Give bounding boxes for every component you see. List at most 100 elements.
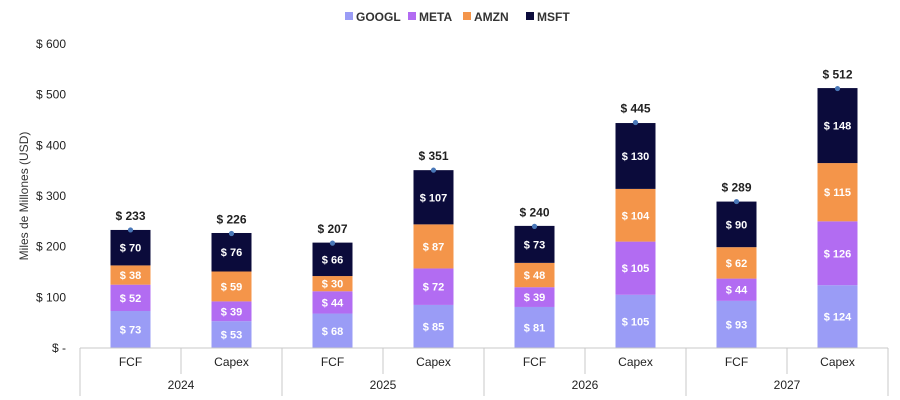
segment-value-label: $ 126 (824, 248, 852, 260)
y-tick-label: $ 400 (36, 138, 66, 152)
y-tick-label: $ - (52, 341, 66, 355)
legend-label: MSFT (537, 10, 570, 24)
segment-value-label: $ 73 (524, 239, 545, 251)
total-value-label: $ 351 (418, 149, 448, 163)
segment-value-label: $ 148 (824, 121, 852, 133)
total-value-label: $ 289 (721, 181, 751, 195)
segment-value-label: $ 62 (726, 258, 747, 270)
segment-value-label: $ 53 (221, 330, 242, 342)
segment-value-label: $ 70 (120, 243, 141, 255)
bar-segment-msft (716, 201, 757, 248)
bar-segment-googl (110, 311, 151, 348)
y-tick-label: $ 600 (36, 37, 66, 51)
bar-segment-googl (817, 285, 858, 348)
segment-value-label: $ 52 (120, 293, 141, 305)
y-tick-label: $ 300 (36, 189, 66, 203)
segment-value-label: $ 93 (726, 319, 747, 331)
total-marker (228, 230, 235, 237)
segment-value-label: $ 73 (120, 325, 141, 337)
x-subcategory-label: Capex (618, 355, 653, 369)
bar-segment-msft (211, 232, 252, 272)
total-marker (329, 240, 336, 246)
segment-value-label: $ 44 (726, 285, 748, 297)
total-value-label: $ 445 (620, 102, 650, 116)
segment-value-label: $ 90 (726, 219, 747, 231)
total-value-label: $ 240 (519, 205, 549, 219)
segment-value-label: $ 115 (824, 187, 851, 199)
segment-value-label: $ 30 (322, 279, 343, 291)
bar-segment-googl (413, 304, 454, 348)
bar-segment-googl (514, 306, 555, 348)
bar-segment-amzn (211, 271, 252, 302)
total-marker (733, 198, 740, 205)
x-group-label: 2027 (774, 378, 801, 392)
bar-segment-googl (615, 294, 656, 348)
total-value-label: $ 226 (216, 212, 246, 226)
bar-segment-amzn (817, 163, 858, 222)
segment-value-label: $ 76 (221, 247, 242, 259)
total-value-label: $ 512 (822, 68, 852, 82)
total-value-label: $ 207 (317, 222, 347, 236)
bar-segment-msft (312, 242, 353, 277)
x-subcategory-label: Capex (416, 355, 451, 369)
segment-value-label: $ 85 (423, 321, 444, 333)
bar-segment-googl (312, 313, 353, 348)
legend-swatch (408, 12, 416, 20)
total-marker (430, 167, 437, 173)
segment-value-label: $ 104 (622, 210, 650, 222)
bar-segment-amzn (110, 265, 151, 285)
segment-value-label: $ 44 (322, 297, 344, 309)
segment-value-label: $ 81 (524, 322, 545, 334)
y-tick-label: $ 500 (36, 88, 66, 102)
legend-label: GOOGL (356, 10, 401, 24)
bar-segment-meta (615, 241, 656, 295)
legend-swatch (526, 12, 534, 20)
bar-segment-meta (110, 284, 151, 312)
segment-value-label: $ 105 (622, 263, 650, 275)
bar-segment-meta (514, 287, 555, 307)
total-marker (127, 227, 134, 233)
bar-segment-meta (716, 278, 757, 301)
total-marker (531, 223, 538, 229)
total-marker (632, 119, 639, 126)
bar-segment-meta (413, 268, 454, 305)
y-tick-label: $ 200 (36, 240, 66, 254)
y-axis-title: Miles de Millones (USD) (17, 132, 31, 261)
segment-value-label: $ 38 (120, 270, 141, 282)
bar-segment-msft (110, 229, 151, 266)
legend-label: META (419, 10, 452, 24)
segment-value-label: $ 130 (622, 151, 650, 163)
x-group-label: 2024 (168, 378, 195, 392)
total-value-label: $ 233 (115, 209, 145, 223)
x-subcategory-label: Capex (214, 355, 249, 369)
bar-segment-amzn (312, 276, 353, 292)
total-marker (834, 85, 841, 92)
legend-swatch (345, 12, 353, 20)
segment-value-label: $ 68 (322, 326, 343, 338)
segment-value-label: $ 59 (221, 281, 242, 293)
bar-segment-googl (716, 300, 757, 348)
bar-segment-msft (615, 123, 656, 189)
x-subcategory-label: Capex (820, 355, 855, 369)
segment-value-label: $ 39 (221, 306, 242, 318)
bar-segment-msft (514, 225, 555, 263)
segment-value-label: $ 39 (524, 292, 545, 304)
x-subcategory-label: FCF (119, 355, 142, 369)
x-subcategory-label: FCF (725, 355, 748, 369)
bar-segment-amzn (615, 188, 656, 242)
y-tick-label: $ 100 (36, 290, 66, 304)
bar-segment-meta (817, 221, 858, 286)
x-group-label: 2026 (572, 378, 599, 392)
legend-label: AMZN (474, 10, 509, 24)
segment-value-label: $ 124 (824, 312, 852, 324)
segment-value-label: $ 48 (524, 270, 545, 282)
x-group-label: 2025 (370, 378, 397, 392)
bar-segment-meta (211, 301, 252, 322)
segment-value-label: $ 107 (420, 192, 448, 204)
bar-segment-amzn (413, 224, 454, 269)
legend-swatch (463, 12, 471, 20)
bar-segment-msft (817, 88, 858, 164)
segment-value-label: $ 105 (622, 316, 650, 328)
